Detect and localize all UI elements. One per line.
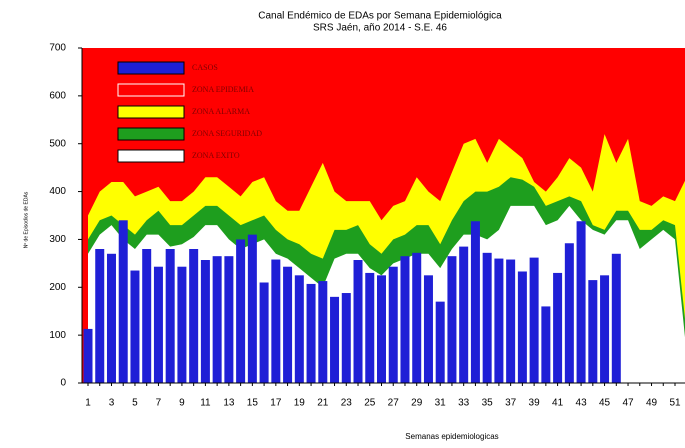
legend-swatch [117, 105, 185, 119]
chart-subtitle: SRS Jaén, año 2014 - S.E. 46 [313, 23, 447, 34]
bar [294, 275, 304, 383]
bar [412, 252, 422, 383]
y-tick-label: 700 [49, 43, 66, 54]
legend-label: ZONA EXITO [192, 151, 240, 160]
x-axis-label: Semanas epidemiologicas [405, 432, 498, 441]
bar [482, 252, 492, 383]
bar [83, 328, 93, 383]
bar [564, 243, 574, 383]
bar [435, 301, 445, 383]
x-tick-label: 1 [85, 398, 91, 409]
bar [259, 282, 269, 383]
bar [142, 249, 152, 383]
bar [153, 266, 163, 383]
y-tick-label: 0 [60, 378, 66, 389]
bar [189, 249, 199, 383]
x-tick-label: 31 [435, 398, 447, 409]
x-tick-label: 27 [388, 398, 400, 409]
bar [506, 259, 516, 383]
x-tick-label: 29 [411, 398, 423, 409]
bar [106, 253, 116, 383]
x-tick-label: 13 [223, 398, 235, 409]
x-tick-label: 7 [156, 398, 162, 409]
x-tick-label: 25 [364, 398, 376, 409]
bar [283, 266, 293, 383]
x-tick-label: 49 [646, 398, 658, 409]
x-tick-label: 11 [200, 398, 211, 409]
bar [130, 270, 140, 383]
y-tick-label: 200 [49, 282, 66, 293]
bar [553, 272, 563, 383]
bar [388, 266, 398, 383]
bar [459, 246, 469, 383]
bar [212, 256, 222, 383]
bar [224, 256, 234, 383]
legend-swatch [117, 127, 185, 141]
y-tick-label: 100 [49, 330, 66, 341]
bar [494, 258, 504, 383]
legend-swatch [117, 149, 185, 163]
x-tick-label: 3 [109, 398, 115, 409]
legend-label: CASOS [192, 63, 218, 72]
chart-title: Canal Endémico de EDAs por Semana Epidem… [258, 11, 502, 22]
legend-label: ZONA ALARMA [192, 107, 250, 116]
bar [600, 275, 610, 383]
legend-swatch [117, 83, 185, 97]
x-tick-label: 15 [247, 398, 259, 409]
bar [341, 293, 351, 383]
bar [529, 257, 539, 383]
x-tick-label: 9 [179, 398, 185, 409]
bar [165, 249, 175, 383]
x-tick-label: 51 [669, 398, 681, 409]
bar [236, 239, 246, 383]
bar [447, 256, 457, 383]
bar [318, 281, 328, 383]
y-tick-label: 500 [49, 138, 66, 149]
bar [365, 272, 375, 383]
x-tick-label: 43 [576, 398, 588, 409]
bar [611, 253, 621, 383]
x-tick-label: 19 [294, 398, 306, 409]
bar [377, 275, 386, 383]
y-tick-label: 300 [49, 234, 66, 245]
bar [588, 280, 598, 383]
legend-swatch [117, 61, 185, 75]
bar [200, 260, 210, 383]
x-tick-label: 23 [341, 398, 353, 409]
bar [576, 221, 586, 383]
legend-label: ZONA SEGURIDAD [192, 129, 262, 138]
bar [95, 249, 105, 383]
bar [247, 234, 257, 383]
y-tick-label: 400 [49, 186, 66, 197]
bar [118, 220, 128, 383]
x-tick-label: 17 [270, 398, 282, 409]
x-tick-label: 47 [622, 398, 634, 409]
bar [423, 275, 433, 383]
x-tick-label: 37 [505, 398, 517, 409]
y-tick-label: 600 [49, 90, 66, 101]
bar [353, 260, 363, 383]
bar [330, 296, 340, 383]
x-tick-label: 33 [458, 398, 470, 409]
x-tick-label: 5 [132, 398, 138, 409]
x-tick-label: 41 [552, 398, 564, 409]
legend-label: ZONA EPIDEMIA [192, 85, 254, 94]
x-tick-label: 45 [599, 398, 611, 409]
y-axis-label: Nº de Episodios de EDAs [23, 191, 29, 248]
x-tick-label: 21 [317, 398, 329, 409]
bar [306, 283, 316, 383]
bar [470, 221, 480, 383]
bar [517, 271, 527, 383]
x-tick-label: 39 [529, 398, 541, 409]
bar [177, 266, 187, 383]
x-tick-label: 35 [482, 398, 494, 409]
bar [271, 259, 281, 383]
bar [541, 306, 551, 383]
bar [400, 256, 410, 383]
